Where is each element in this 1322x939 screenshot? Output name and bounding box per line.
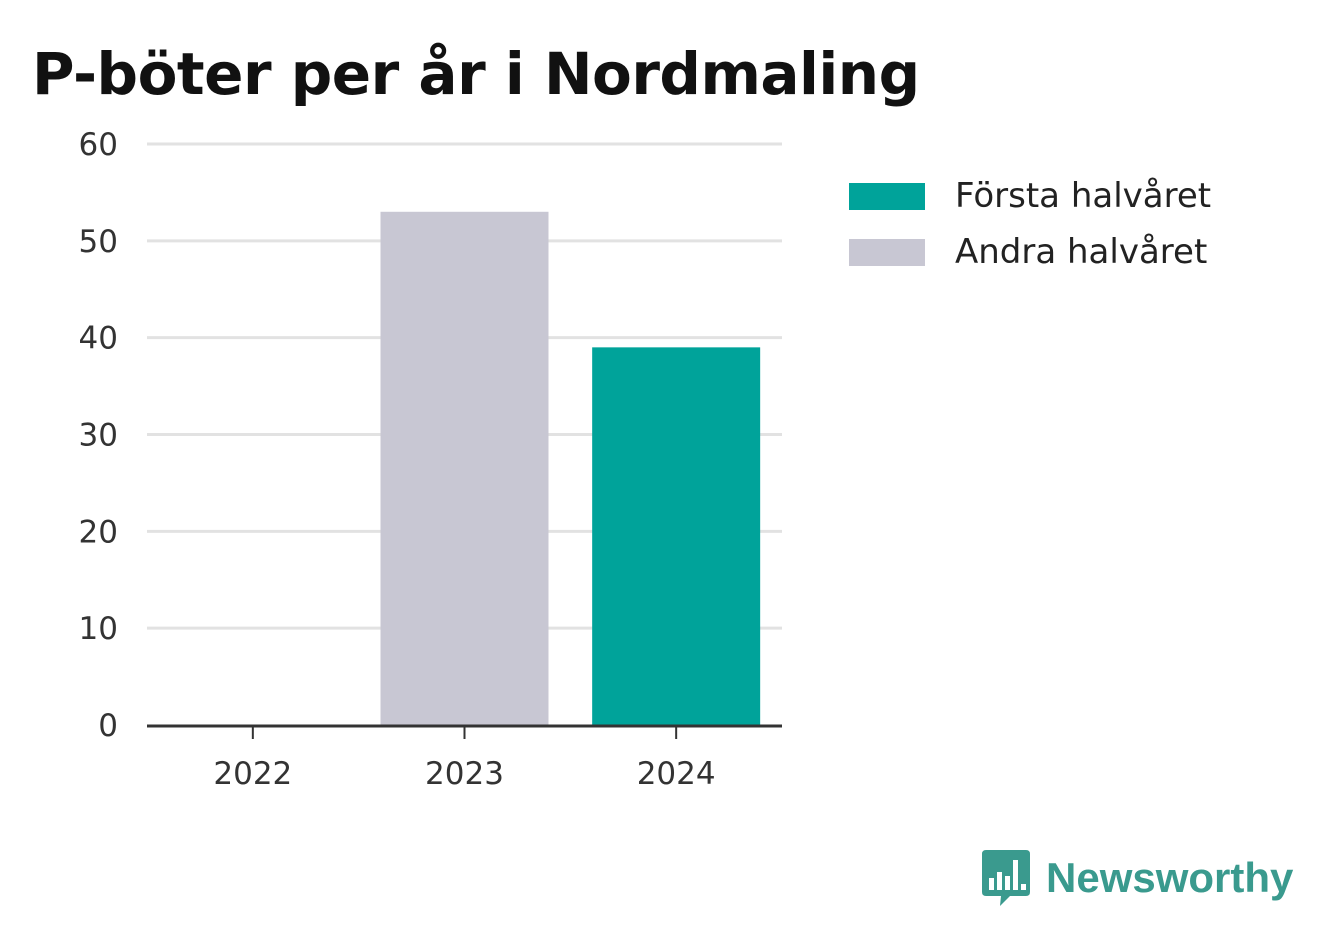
y-tick-label: 20 <box>79 514 118 550</box>
y-tick-label: 60 <box>79 127 118 163</box>
brand-name: Newsworthy <box>1046 854 1294 901</box>
brand-logo: Newsworthy <box>980 848 1293 908</box>
legend-label-first-half: Första halvåret <box>955 176 1212 216</box>
legend-item-first-half[interactable]: Första halvåret <box>849 168 1211 224</box>
legend-label-second-half: Andra halvåret <box>955 232 1208 272</box>
legend: Första halvåret Andra halvåret <box>849 168 1211 280</box>
legend-item-second-half[interactable]: Andra halvåret <box>849 224 1211 280</box>
bar-chart-speech-bubble-icon <box>982 850 1030 906</box>
bar-2023-second-half[interactable] <box>380 211 549 726</box>
x-tick-label: 2024 <box>637 756 716 792</box>
y-tick-label: 40 <box>79 321 118 357</box>
x-axis-ticks: 2022 2023 2024 <box>213 726 716 792</box>
bars <box>380 211 761 726</box>
y-tick-label: 10 <box>79 611 118 647</box>
y-axis-tick-labels: 0 10 20 30 40 50 60 <box>79 127 118 744</box>
legend-swatch-first-half <box>849 182 925 210</box>
x-tick-label: 2023 <box>425 756 504 792</box>
y-tick-label: 0 <box>98 708 118 744</box>
legend-swatch-second-half <box>849 238 925 266</box>
chart-title: P-böter per år i Nordmaling <box>32 40 920 108</box>
y-tick-label: 30 <box>79 418 118 454</box>
bar-2024-first-half[interactable] <box>592 347 761 725</box>
y-tick-label: 50 <box>79 224 118 260</box>
x-tick-label: 2022 <box>213 756 292 792</box>
